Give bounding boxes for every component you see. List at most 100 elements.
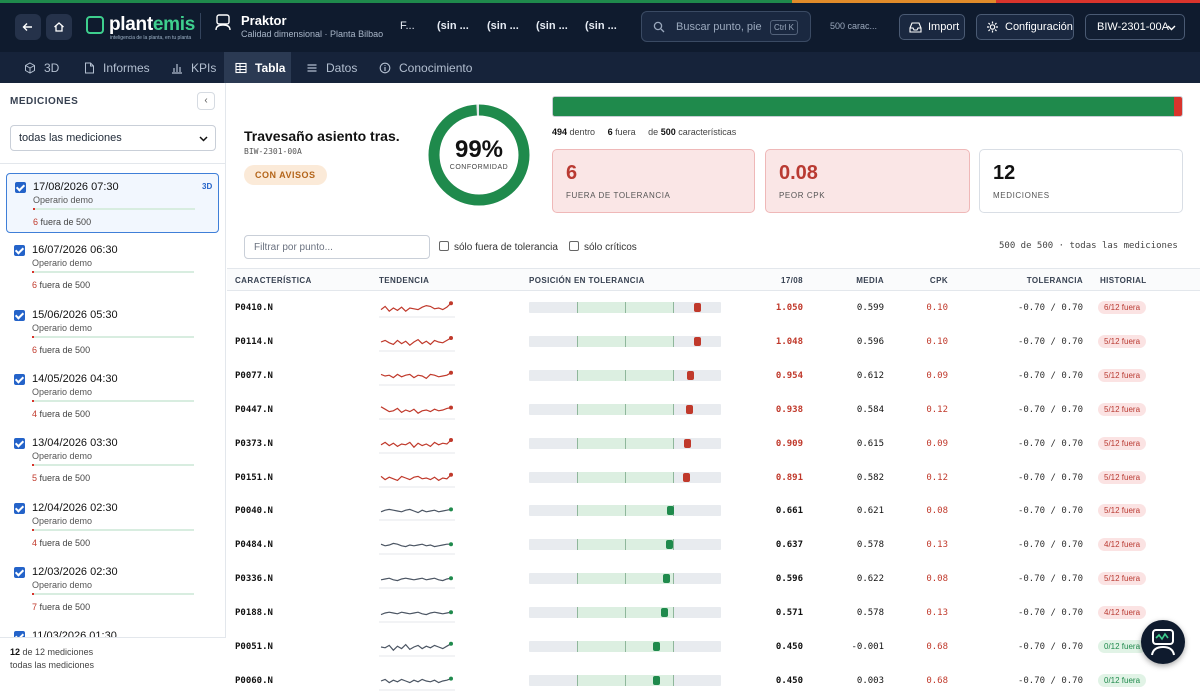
history-badge[interactable]: 5/12 fuera (1098, 368, 1147, 382)
table-row[interactable]: P0114.N 1.048 0.596 0.10 -0.70 / 0.70 5/12 fu… (227, 325, 1200, 359)
measurement-checkbox[interactable] (14, 373, 25, 385)
characteristic-name[interactable]: P0051.N (235, 642, 273, 652)
table-row[interactable]: P0447.N 0.938 0.584 0.12 -0.70 / 0.70 5/12 fu… (227, 393, 1200, 427)
part-select[interactable]: BIW-2301-00A (1085, 14, 1185, 40)
measurement-date: 13/04/2026 03:30 (32, 437, 118, 450)
measurement-item[interactable]: 17/08/2026 07:30 Operario demo 6 fuera de … (6, 173, 219, 233)
table-row[interactable]: P0060.N 0.450 0.003 0.68 -0.70 / 0.70 0/12 fu… (227, 664, 1200, 698)
assistant-button[interactable] (1141, 620, 1185, 664)
settings-button[interactable]: Configuración (976, 14, 1074, 40)
measurement-checkbox[interactable] (14, 631, 25, 643)
measurement-checkbox[interactable] (15, 182, 26, 193)
measurement-item[interactable]: 15/06/2026 05:30 Operario demo 6 fuera de … (6, 302, 219, 362)
measurement-item[interactable]: 12/03/2026 02:30 Operario demo 7 fuera de … (6, 559, 219, 619)
tab-kpis[interactable]: KPIs (171, 52, 221, 83)
table-row[interactable]: P0151.N 0.891 0.582 0.12 -0.70 / 0.70 5/12 fu… (227, 461, 1200, 495)
measurement-item[interactable]: 14/05/2026 04:30 Operario demo 4 fuera de … (6, 366, 219, 426)
tab-3d[interactable]: 3D (24, 52, 74, 83)
col-mean[interactable]: MEDIA (856, 276, 884, 285)
brand-logo[interactable]: plantemis inteligencia de la planta, en … (86, 14, 195, 41)
measurement-out-count: 4 fuera de 500 (32, 537, 91, 548)
search-box[interactable]: Buscar punto, pie Ctrl K (641, 11, 811, 42)
breadcrumb-item[interactable]: (sin ... (437, 20, 469, 32)
measurement-operator: Operario demo (33, 195, 94, 205)
col-characteristic[interactable]: CARACTERÍSTICA (235, 276, 312, 285)
tab-datos[interactable]: Datos (306, 52, 362, 83)
characteristic-name[interactable]: P0336.N (235, 574, 273, 585)
measurement-checkbox[interactable] (14, 566, 25, 578)
only-out-checkbox[interactable]: sólo fuera de tolerancia (439, 241, 558, 253)
table-row[interactable]: P0336.N 0.596 0.622 0.08 -0.70 / 0.70 5/12 fu… (227, 562, 1200, 596)
measurement-item[interactable]: 16/07/2026 06:30 Operario demo 6 fuera de … (6, 237, 219, 297)
characteristic-name[interactable]: P0060.N (235, 675, 273, 686)
measurement-item[interactable]: 12/04/2026 02:30 Operario demo 4 fuera de … (6, 495, 219, 555)
tolerance-range: -0.70 / 0.70 (1017, 370, 1083, 381)
back-button[interactable] (15, 14, 41, 40)
card-value: 6 (566, 162, 578, 184)
table-row[interactable]: P0051.N 0.450 -0.001 0.68 -0.70 / 0.70 0/12 f… (227, 630, 1200, 664)
breadcrumb-item[interactable]: F... (400, 20, 415, 32)
home-button[interactable] (46, 14, 72, 40)
breadcrumb-item[interactable]: (sin ... (585, 20, 617, 32)
table-row[interactable]: P0373.N 0.909 0.615 0.09 -0.70 / 0.70 5/12 fu… (227, 427, 1200, 461)
measurement-checkbox[interactable] (14, 438, 25, 450)
table-header: CARACTERÍSTICA TENDENCIA POSICIÓN EN TOL… (227, 268, 1200, 291)
point-filter-input[interactable]: Filtrar por punto... (244, 235, 430, 259)
characteristic-name[interactable]: P0188.N (235, 608, 273, 619)
mean-value: -0.001 (851, 642, 884, 652)
breadcrumb-item[interactable]: (sin ... (487, 20, 519, 32)
table-row[interactable]: P0040.N 0.661 0.621 0.08 -0.70 / 0.70 5/12 fu… (227, 494, 1200, 528)
table-row[interactable]: P0188.N 0.571 0.578 0.13 -0.70 / 0.70 4/12 fu… (227, 596, 1200, 630)
characteristic-name[interactable]: P0077.N (235, 370, 273, 381)
table-row[interactable]: P0484.N 0.637 0.578 0.13 -0.70 / 0.70 4/12 fu… (227, 528, 1200, 562)
import-button[interactable]: Import (899, 14, 965, 40)
table-row[interactable]: P0077.N 0.954 0.612 0.09 -0.70 / 0.70 5/12 fu… (227, 359, 1200, 393)
characteristic-name[interactable]: P0151.N (235, 472, 273, 483)
characteristic-name[interactable]: P0114.N (235, 336, 273, 347)
history-badge[interactable]: 5/12 fuera (1098, 572, 1147, 586)
sparkline-line (380, 543, 451, 548)
characteristic-name[interactable]: P0040.N (235, 506, 273, 517)
history-badge[interactable]: 0/12 fuera (1098, 673, 1147, 687)
characteristic-name[interactable]: P0447.N (235, 404, 273, 415)
3d-badge[interactable]: 3D (202, 182, 213, 191)
trend-sparkline (379, 676, 455, 691)
mean-value: 0.584 (856, 404, 884, 415)
history-badge[interactable]: 0/12 fuera (1098, 640, 1147, 653)
characteristic-name[interactable]: P0410.N (235, 303, 273, 313)
checkbox-box[interactable] (439, 241, 449, 251)
history-badge[interactable]: 5/12 fuera (1098, 504, 1147, 518)
col-value[interactable]: 17/08 (780, 276, 803, 285)
tab-informes[interactable]: Informes (84, 52, 154, 83)
only-critical-checkbox[interactable]: sólo críticos (569, 241, 637, 253)
checkbox-label: sólo críticos (584, 242, 637, 253)
table-row[interactable]: P0410.N 1.050 0.599 0.10 -0.70 / 0.70 6/12 fu… (227, 291, 1200, 325)
history-badge[interactable]: 4/12 fuera (1098, 606, 1147, 620)
col-cpk[interactable]: CPK (929, 276, 948, 285)
checkbox-box[interactable] (569, 241, 579, 251)
history-badge[interactable]: 5/12 fuera (1098, 402, 1147, 416)
measurement-item[interactable]: 13/04/2026 03:30 Operario demo 5 fuera de … (6, 430, 219, 490)
tolerance-marker (665, 540, 673, 550)
trend-sparkline (379, 507, 455, 521)
breadcrumb-item[interactable]: (sin ... (536, 20, 568, 32)
measurement-checkbox[interactable] (14, 309, 25, 321)
worst-cpk-card[interactable]: 0.08 PEOR CPK (765, 149, 970, 213)
measurement-checkbox[interactable] (14, 502, 25, 514)
search-input[interactable]: Buscar punto, pie (676, 21, 762, 33)
history-badge[interactable]: 6/12 fuera (1098, 301, 1147, 314)
tab-conocimiento[interactable]: Conocimiento (379, 52, 479, 83)
history-badge[interactable]: 5/12 fuera (1098, 334, 1147, 348)
measurements-card[interactable]: 12 MEDICIONES (979, 149, 1183, 213)
characteristic-name[interactable]: P0373.N (235, 438, 273, 449)
history-badge[interactable]: 5/12 fuera (1098, 470, 1147, 484)
measurement-checkbox[interactable] (14, 245, 25, 257)
collapse-sidebar-button[interactable]: ‹ (197, 92, 215, 110)
project-info[interactable]: Praktor Calidad dimensional · Planta Bil… (214, 13, 383, 39)
tab-tabla[interactable]: Tabla (224, 52, 291, 83)
history-badge[interactable]: 4/12 fuera (1098, 538, 1147, 552)
characteristic-name[interactable]: P0484.N (235, 540, 273, 551)
history-badge[interactable]: 5/12 fuera (1098, 436, 1147, 450)
measurement-filter-select[interactable]: todas las mediciones (10, 125, 216, 151)
out-of-tolerance-card[interactable]: 6 FUERA DE TOLERANCIA (552, 149, 755, 213)
